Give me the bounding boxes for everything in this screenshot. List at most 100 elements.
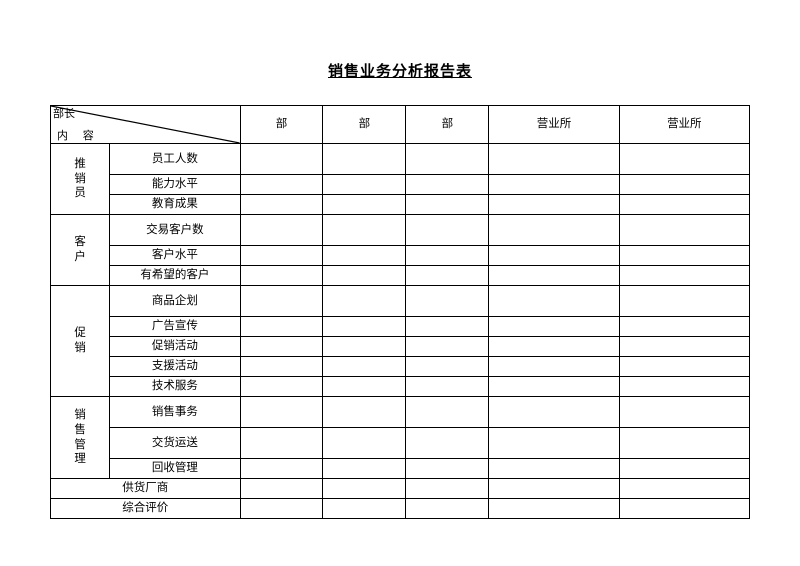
data-cell bbox=[323, 377, 406, 397]
data-cell bbox=[406, 175, 489, 195]
data-cell bbox=[619, 266, 749, 286]
data-cell bbox=[240, 377, 323, 397]
data-cell bbox=[489, 357, 619, 377]
data-cell bbox=[240, 144, 323, 175]
header-diagonal: 部长内 容 bbox=[51, 106, 241, 144]
data-cell bbox=[489, 428, 619, 459]
data-cell bbox=[489, 377, 619, 397]
row-label: 交易客户数 bbox=[110, 215, 240, 246]
data-cell bbox=[406, 266, 489, 286]
data-cell bbox=[619, 286, 749, 317]
row-label: 回收管理 bbox=[110, 459, 240, 479]
row-label: 商品企划 bbox=[110, 286, 240, 317]
row-label: 客户水平 bbox=[110, 246, 240, 266]
row-label: 有希望的客户 bbox=[110, 266, 240, 286]
data-cell bbox=[619, 175, 749, 195]
data-cell bbox=[406, 286, 489, 317]
diag-top-label: 部长 bbox=[53, 108, 75, 120]
row-label: 能力水平 bbox=[110, 175, 240, 195]
data-cell bbox=[406, 397, 489, 428]
data-cell bbox=[323, 286, 406, 317]
data-cell bbox=[406, 195, 489, 215]
row-label: 交货运送 bbox=[110, 428, 240, 459]
data-cell bbox=[323, 195, 406, 215]
data-cell bbox=[240, 428, 323, 459]
data-cell bbox=[323, 317, 406, 337]
data-cell bbox=[489, 246, 619, 266]
data-cell bbox=[489, 397, 619, 428]
data-cell bbox=[619, 317, 749, 337]
category-label: 销售管理 bbox=[51, 397, 110, 479]
footer-label: 综合评价 bbox=[51, 499, 241, 519]
data-cell bbox=[489, 175, 619, 195]
data-cell bbox=[323, 246, 406, 266]
category-label: 客户 bbox=[51, 215, 110, 286]
diag-bottom-label: 内 容 bbox=[57, 130, 100, 142]
data-cell bbox=[323, 499, 406, 519]
data-cell bbox=[406, 246, 489, 266]
row-label: 员工人数 bbox=[110, 144, 240, 175]
data-cell bbox=[323, 215, 406, 246]
col-header-4: 营业所 bbox=[619, 106, 749, 144]
data-cell bbox=[406, 215, 489, 246]
data-cell bbox=[240, 317, 323, 337]
row-label: 技术服务 bbox=[110, 377, 240, 397]
data-cell bbox=[406, 479, 489, 499]
data-cell bbox=[619, 459, 749, 479]
data-cell bbox=[406, 357, 489, 377]
data-cell bbox=[323, 397, 406, 428]
data-cell bbox=[323, 479, 406, 499]
data-cell bbox=[619, 357, 749, 377]
data-cell bbox=[240, 499, 323, 519]
data-cell bbox=[489, 479, 619, 499]
data-cell bbox=[489, 337, 619, 357]
data-cell bbox=[489, 286, 619, 317]
footer-label: 供货厂商 bbox=[51, 479, 241, 499]
data-cell bbox=[240, 286, 323, 317]
report-table: 部长内 容部部部营业所营业所推销员员工人数能力水平教育成果客户交易客户数客户水平… bbox=[50, 105, 750, 519]
data-cell bbox=[323, 459, 406, 479]
data-cell bbox=[406, 377, 489, 397]
data-cell bbox=[619, 428, 749, 459]
data-cell bbox=[489, 144, 619, 175]
data-cell bbox=[489, 195, 619, 215]
data-cell bbox=[323, 144, 406, 175]
data-cell bbox=[619, 246, 749, 266]
data-cell bbox=[619, 377, 749, 397]
data-cell bbox=[240, 246, 323, 266]
col-header-1: 部 bbox=[323, 106, 406, 144]
data-cell bbox=[406, 499, 489, 519]
col-header-2: 部 bbox=[406, 106, 489, 144]
data-cell bbox=[489, 317, 619, 337]
data-cell bbox=[619, 499, 749, 519]
data-cell bbox=[240, 215, 323, 246]
category-label: 促销 bbox=[51, 286, 110, 397]
data-cell bbox=[323, 175, 406, 195]
data-cell bbox=[406, 144, 489, 175]
data-cell bbox=[489, 266, 619, 286]
data-cell bbox=[619, 479, 749, 499]
row-label: 促销活动 bbox=[110, 337, 240, 357]
data-cell bbox=[240, 397, 323, 428]
data-cell bbox=[406, 337, 489, 357]
data-cell bbox=[240, 195, 323, 215]
data-cell bbox=[323, 357, 406, 377]
data-cell bbox=[240, 337, 323, 357]
data-cell bbox=[240, 175, 323, 195]
row-label: 教育成果 bbox=[110, 195, 240, 215]
data-cell bbox=[406, 428, 489, 459]
data-cell bbox=[323, 428, 406, 459]
data-cell bbox=[406, 459, 489, 479]
row-label: 支援活动 bbox=[110, 357, 240, 377]
data-cell bbox=[240, 479, 323, 499]
row-label: 销售事务 bbox=[110, 397, 240, 428]
page-title: 销售业务分析报告表 bbox=[50, 60, 750, 81]
data-cell bbox=[619, 337, 749, 357]
data-cell bbox=[240, 266, 323, 286]
data-cell bbox=[406, 317, 489, 337]
data-cell bbox=[489, 215, 619, 246]
col-header-3: 营业所 bbox=[489, 106, 619, 144]
row-label: 广告宣传 bbox=[110, 317, 240, 337]
category-label: 推销员 bbox=[51, 144, 110, 215]
col-header-0: 部 bbox=[240, 106, 323, 144]
